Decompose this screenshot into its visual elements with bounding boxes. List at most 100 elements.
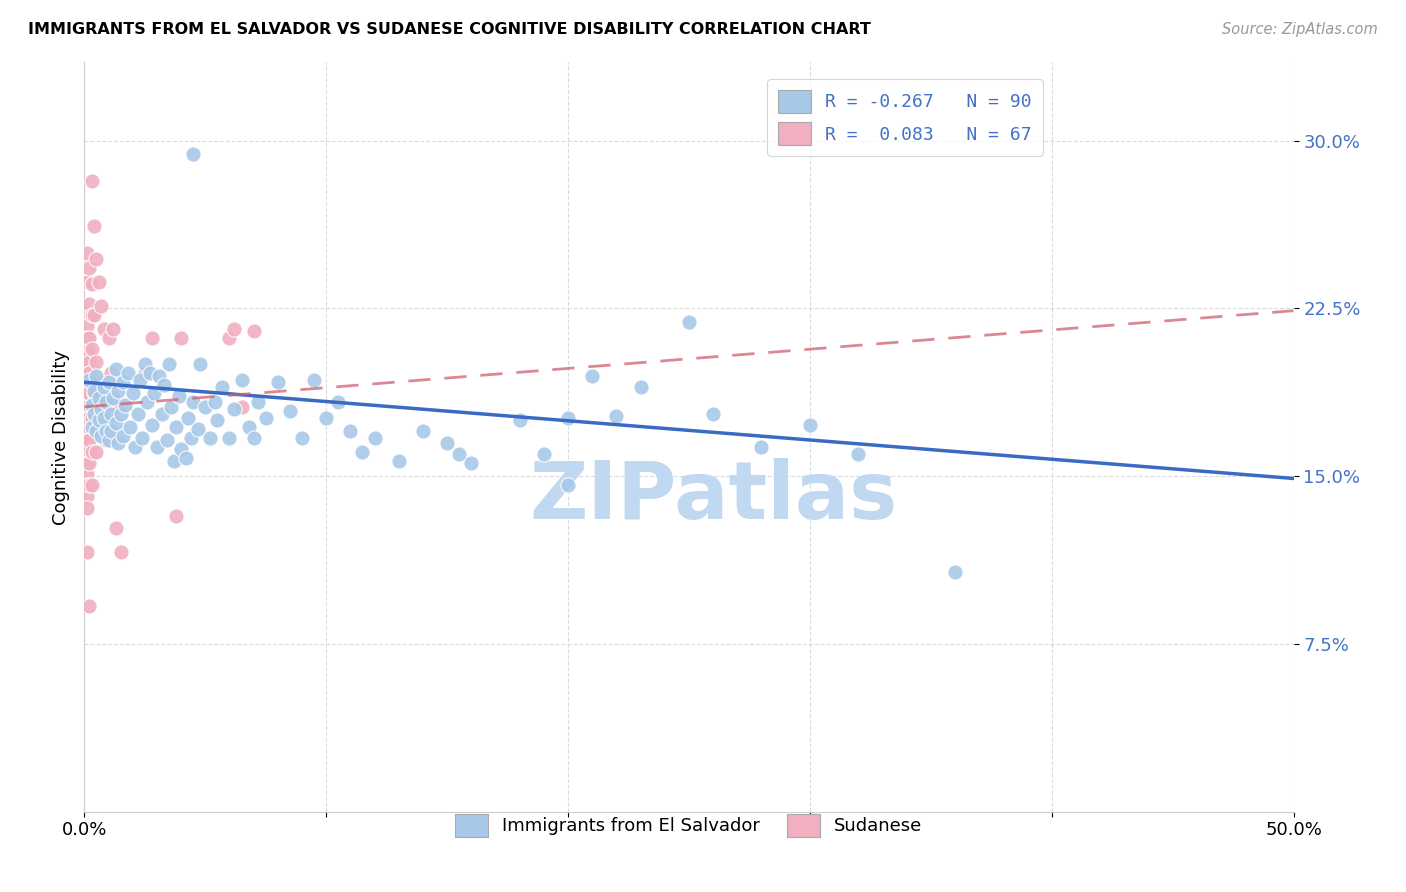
Point — [93, 411, 115, 425]
Point — [315, 411, 337, 425]
Point — [605, 409, 627, 423]
Point — [218, 330, 240, 344]
Point — [76, 478, 98, 492]
Point — [412, 425, 434, 439]
Point — [90, 429, 112, 443]
Point — [94, 395, 117, 409]
Point — [80, 478, 103, 492]
Point — [112, 376, 135, 390]
Point — [103, 398, 125, 412]
Point — [533, 447, 555, 461]
Point — [76, 444, 98, 458]
Point — [278, 404, 301, 418]
Point — [112, 429, 135, 443]
Point — [267, 376, 290, 390]
Point — [231, 373, 253, 387]
Point — [77, 456, 100, 470]
Point — [678, 315, 700, 329]
Point — [148, 368, 170, 383]
Legend: Immigrants from El Salvador, Sudanese: Immigrants from El Salvador, Sudanese — [444, 803, 934, 847]
Point — [100, 407, 122, 421]
Point — [165, 420, 187, 434]
Point — [436, 435, 458, 450]
Point — [86, 368, 108, 383]
Point — [107, 384, 129, 399]
Point — [224, 402, 246, 417]
Point — [231, 400, 253, 414]
Point — [94, 434, 117, 448]
Point — [80, 444, 103, 458]
Point — [238, 420, 260, 434]
Point — [77, 478, 100, 492]
Point — [90, 299, 112, 313]
Point — [114, 398, 136, 412]
Point — [97, 376, 120, 390]
Point — [93, 321, 115, 335]
Point — [77, 411, 100, 425]
Point — [100, 425, 122, 439]
Point — [80, 277, 103, 291]
Point — [80, 398, 103, 412]
Point — [76, 245, 98, 260]
Text: ZIPatlas: ZIPatlas — [529, 458, 897, 536]
Point — [363, 431, 385, 445]
Point — [83, 384, 105, 399]
Point — [90, 400, 112, 414]
Point — [76, 545, 98, 559]
Point — [83, 308, 105, 322]
Point — [177, 411, 200, 425]
Point — [77, 355, 100, 369]
Point — [93, 380, 115, 394]
Point — [165, 509, 187, 524]
Point — [104, 362, 127, 376]
Point — [76, 400, 98, 414]
Point — [83, 219, 105, 233]
Point — [86, 355, 108, 369]
Point — [129, 373, 152, 387]
Point — [77, 297, 100, 311]
Point — [146, 440, 169, 454]
Point — [702, 407, 724, 421]
Point — [77, 386, 100, 401]
Point — [339, 425, 361, 439]
Point — [97, 434, 120, 448]
Point — [509, 413, 531, 427]
Point — [76, 343, 98, 358]
Text: Source: ZipAtlas.com: Source: ZipAtlas.com — [1222, 22, 1378, 37]
Point — [86, 444, 108, 458]
Point — [157, 358, 180, 372]
Point — [120, 420, 142, 434]
Point — [138, 367, 160, 381]
Point — [150, 407, 173, 421]
Point — [83, 386, 105, 401]
Point — [103, 391, 125, 405]
Point — [557, 411, 579, 425]
Point — [76, 358, 98, 372]
Point — [76, 319, 98, 334]
Point — [93, 420, 115, 434]
Point — [76, 367, 98, 381]
Point — [581, 368, 603, 383]
Point — [170, 330, 193, 344]
Point — [198, 431, 221, 445]
Point — [80, 174, 103, 188]
Point — [80, 308, 103, 322]
Point — [76, 377, 98, 392]
Point — [388, 453, 411, 467]
Point — [141, 417, 163, 432]
Point — [170, 442, 193, 457]
Point — [352, 444, 374, 458]
Point — [174, 451, 197, 466]
Point — [181, 147, 204, 161]
Point — [80, 342, 103, 356]
Point — [87, 376, 110, 390]
Point — [76, 467, 98, 481]
Point — [104, 521, 127, 535]
Point — [87, 413, 110, 427]
Point — [194, 400, 217, 414]
Point — [90, 402, 112, 417]
Point — [167, 389, 190, 403]
Point — [76, 389, 98, 403]
Point — [76, 306, 98, 320]
Point — [100, 367, 122, 381]
